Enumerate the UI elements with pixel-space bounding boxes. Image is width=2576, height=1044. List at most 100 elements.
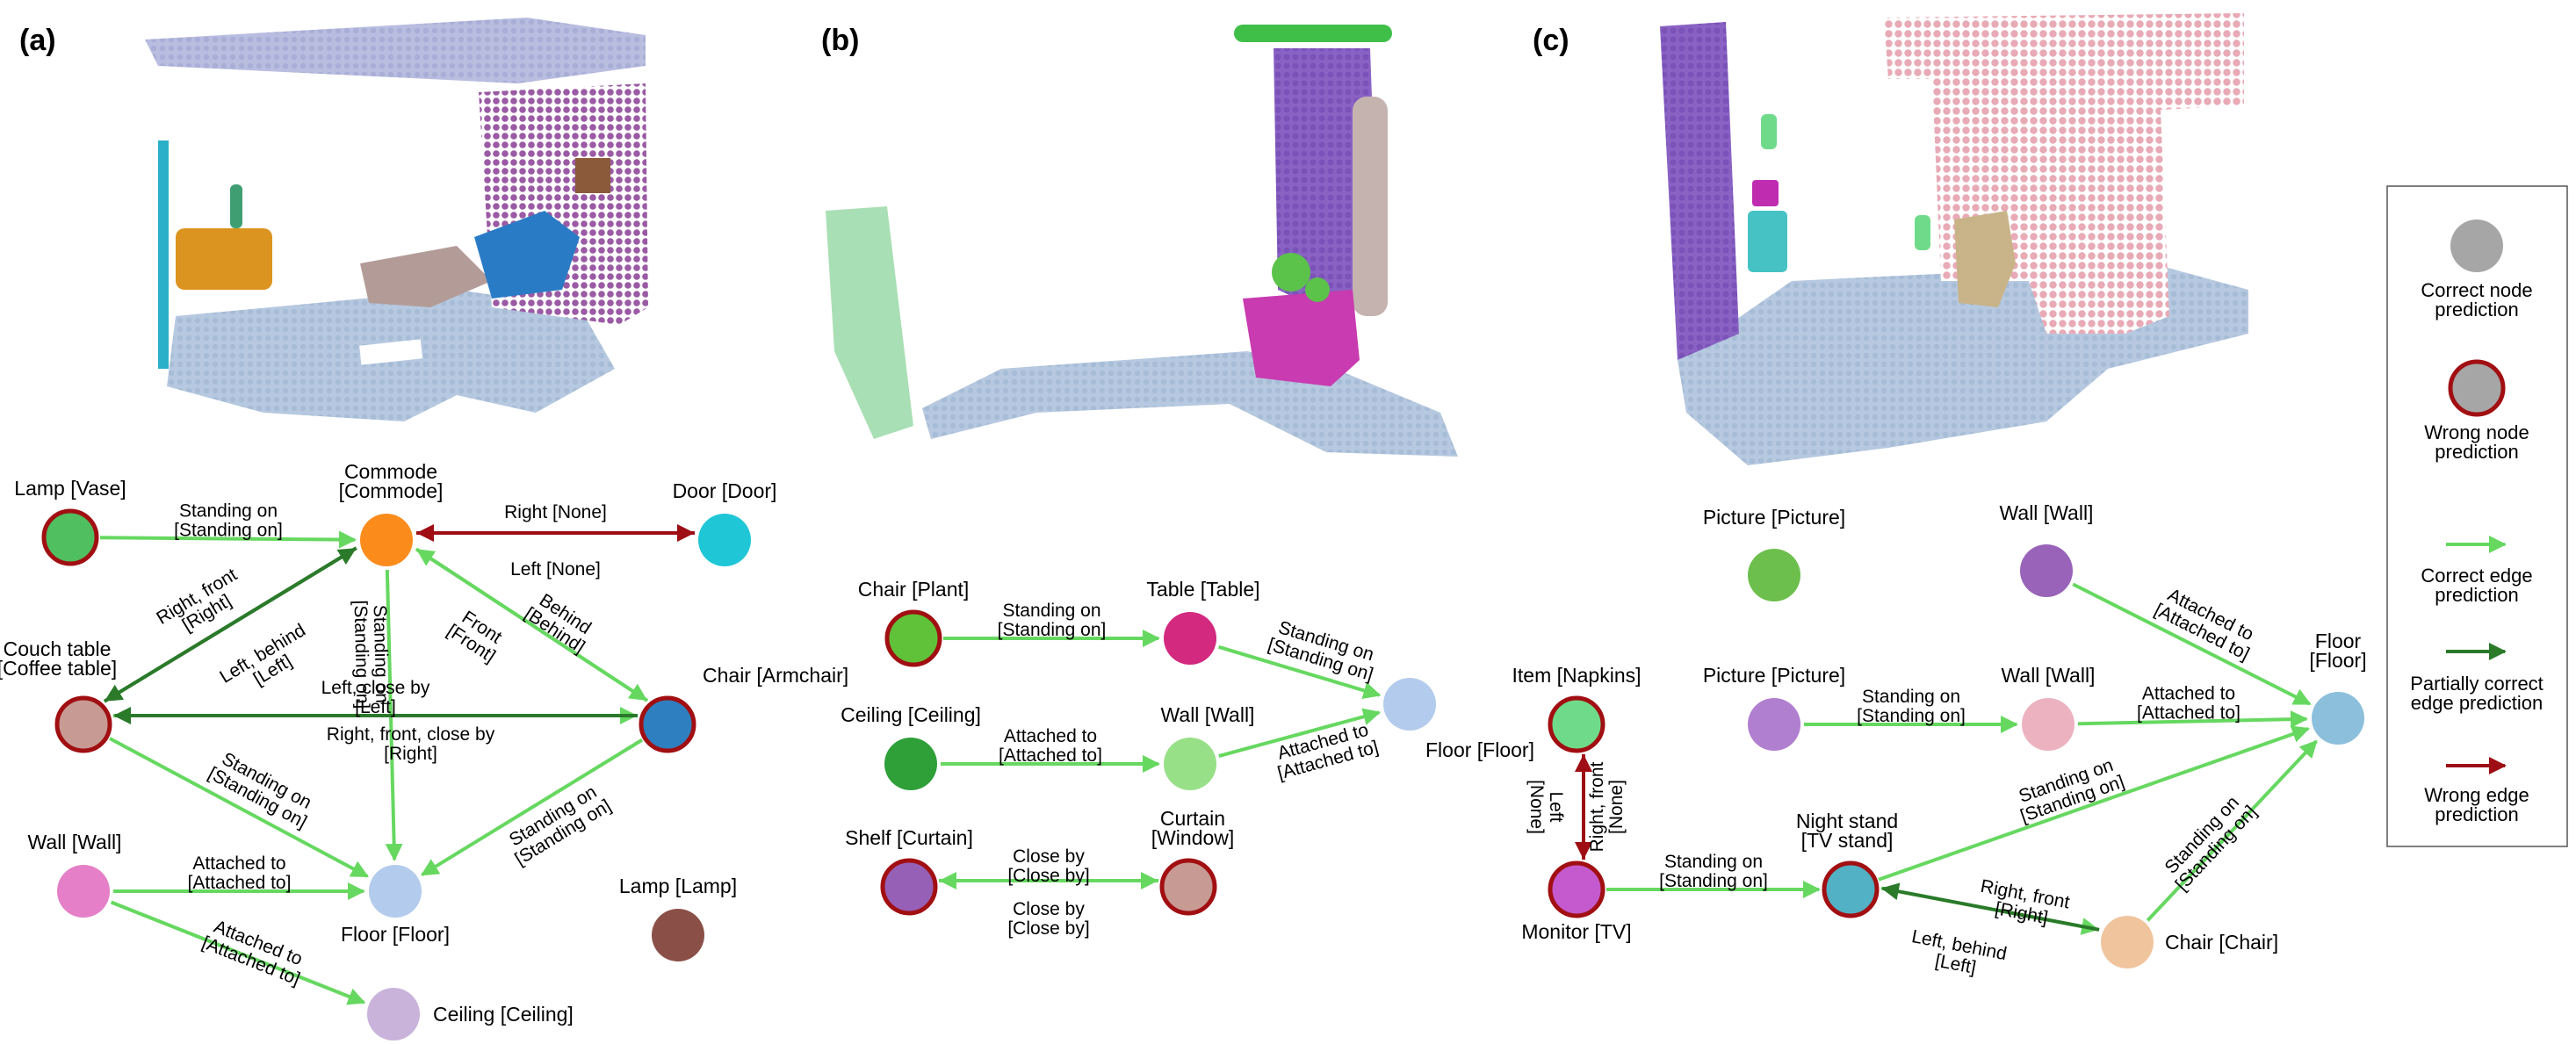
node-label-ceiling_b: Ceiling [Ceiling] xyxy=(841,703,981,726)
legend-partial-edge-label: Partially correct edge prediction xyxy=(2410,673,2544,714)
legend-correct-node-swatch xyxy=(2450,220,2503,272)
legend-wrong-node-label: Wrong node prediction xyxy=(2424,421,2529,463)
point-cloud-b xyxy=(826,25,1458,457)
node-label-commode: Commode [Commode] xyxy=(339,460,444,502)
node-couch_table xyxy=(54,695,112,753)
point-cloud-a xyxy=(145,18,648,421)
edge-label: Left [None] xyxy=(510,559,601,580)
edge-label: Standing on[Standing on] xyxy=(1857,687,1966,726)
node-chair_arm xyxy=(639,695,696,753)
node-wall_c2 xyxy=(2022,698,2075,751)
node-label-chair_arm: Chair [Armchair] xyxy=(703,664,848,687)
node-label-couch_table: Couch table [Coffee table] xyxy=(0,637,117,680)
edge-correct-wall_c2-to-floor_c xyxy=(2077,710,2309,729)
node-chair_plant xyxy=(884,609,942,667)
node-label-lamp_lamp: Lamp [Lamp] xyxy=(619,875,737,897)
edge-correct-chair_arm-to-floor_a xyxy=(420,738,644,876)
edge-label: Standing on[Standing on] xyxy=(1659,852,1768,891)
node-label-item_napkins: Item [Napkins] xyxy=(1512,664,1642,687)
edge-label: Standing on[Standing on] xyxy=(998,601,1107,640)
edge-label: Attached to[Attached to] xyxy=(999,726,1102,766)
node-label-table_b: Table [Table] xyxy=(1146,578,1259,601)
edges-layer xyxy=(99,524,2318,1005)
legend-wrong-edge-label: Wrong edge prediction xyxy=(2424,784,2529,825)
panel-label-b: (b) xyxy=(821,24,859,57)
edge-label: Close by [Close by] xyxy=(1007,846,1089,886)
node-wall_c1 xyxy=(2020,544,2073,597)
legend: Correct node prediction Wrong node predict… xyxy=(2386,185,2568,847)
node-label-picture_2: Picture [Picture] xyxy=(1703,664,1845,687)
node-label-lamp_vase: Lamp [Vase] xyxy=(14,477,126,500)
legend-correct-node-label: Correct node prediction xyxy=(2421,279,2532,320)
node-label-wall_c1: Wall [Wall] xyxy=(2000,501,2094,524)
node-chair_c xyxy=(2101,916,2154,968)
node-label-chair_c: Chair [Chair] xyxy=(2165,931,2278,954)
node-label-floor_a: Floor [Floor] xyxy=(341,923,450,946)
node-item_napkins xyxy=(1548,695,1605,753)
node-label-wall_a: Wall [Wall] xyxy=(28,831,122,853)
node-label-floor_c: Floor [Floor] xyxy=(2309,630,2366,672)
node-wall_a xyxy=(57,865,110,918)
node-label-nightstand: Night stand [TV stand] xyxy=(1796,810,1898,852)
nodes-layer xyxy=(41,508,2364,1040)
edge-correct-chair_c-to-floor_c xyxy=(2146,739,2318,922)
edge-label: Standing on[Standing on] xyxy=(1266,616,1381,685)
edge-label: Attached to[Attached to] xyxy=(2137,684,2240,724)
edge-label: Left[None] xyxy=(1526,780,1566,834)
node-label-monitor_tv: Monitor [TV] xyxy=(1521,920,1631,943)
node-label-wall_c2: Wall [Wall] xyxy=(2002,664,2096,687)
node-label-curtain_window: Curtain [Window] xyxy=(1151,807,1235,849)
edge-correct-nightstand-to-floor_c xyxy=(1878,725,2310,882)
node-nightstand xyxy=(1822,860,1880,918)
node-curtain_window xyxy=(1159,858,1217,916)
legend-wrong-node-swatch xyxy=(2448,359,2506,417)
node-table_b xyxy=(1164,612,1216,665)
node-label-floor_b: Floor [Floor] xyxy=(1425,738,1534,761)
node-label-chair_plant: Chair [Plant] xyxy=(858,578,970,601)
node-floor_c xyxy=(2312,692,2364,745)
edge-correct-wall_c1-to-floor_c xyxy=(2072,582,2312,706)
node-lamp_vase xyxy=(41,508,99,566)
legend-correct-edge-label: Correct edge prediction xyxy=(2421,565,2532,606)
edge-label: Right [None] xyxy=(504,502,607,522)
edge-correct-wall_b-to-floor_b xyxy=(1218,708,1382,759)
edge-correct-chair_arm-to-commode xyxy=(415,548,649,702)
node-shelf_curtain xyxy=(880,858,938,916)
node-label-shelf_curtain: Shelf [Curtain] xyxy=(845,826,973,849)
node-wall_b xyxy=(1164,738,1216,790)
node-commode xyxy=(360,514,413,566)
edge-label: Standing on[Standing on] xyxy=(350,600,392,709)
edge-label: Left, behind[Left] xyxy=(216,620,319,703)
edge-label: Attached to[Attached to] xyxy=(188,853,292,893)
node-label-door: Door [Door] xyxy=(673,479,777,502)
edge-label: Behind[Behind] xyxy=(521,587,599,658)
node-label-picture_1: Picture [Picture] xyxy=(1703,506,1845,529)
panel-label-a: (a) xyxy=(19,24,56,57)
node-picture_1 xyxy=(1748,549,1800,601)
edge-correct-couch_table-to-floor_a xyxy=(109,737,370,878)
edge-correct-lamp_vase-to-commode xyxy=(99,530,357,549)
node-floor_a xyxy=(369,865,422,918)
node-ceiling_a xyxy=(367,988,420,1040)
node-ceiling_b xyxy=(884,738,937,790)
edge-label: Right, front[None] xyxy=(1587,761,1627,852)
edge-correct-table_b-to-floor_b xyxy=(1217,644,1382,700)
edge-label: Standing on[Standing on] xyxy=(2157,788,2261,895)
edge-label: Close by [Close by] xyxy=(1007,899,1089,939)
point-cloud-c xyxy=(1660,13,2248,465)
edge-correct-wall_a-to-ceiling_a xyxy=(110,900,366,1005)
edge-label: Standing on[Standing on] xyxy=(174,501,283,541)
node-door xyxy=(698,514,751,566)
node-label-wall_b: Wall [Wall] xyxy=(1161,703,1255,726)
panel-label-c: (c) xyxy=(1533,24,1569,57)
node-lamp_lamp xyxy=(652,909,704,961)
edge-partial-commode-to-couch_table xyxy=(104,546,357,702)
node-picture_2 xyxy=(1748,698,1800,751)
edge-label: Attached to[Attached to] xyxy=(199,915,310,990)
edge-partial-chair_c-to-nightstand xyxy=(1880,882,2100,932)
edge-label: Right, front[Right] xyxy=(153,565,250,645)
node-floor_b xyxy=(1383,678,1436,731)
node-label-ceiling_a: Ceiling [Ceiling] xyxy=(433,1003,574,1026)
edge-label: Left, close by [Left] xyxy=(321,678,430,717)
